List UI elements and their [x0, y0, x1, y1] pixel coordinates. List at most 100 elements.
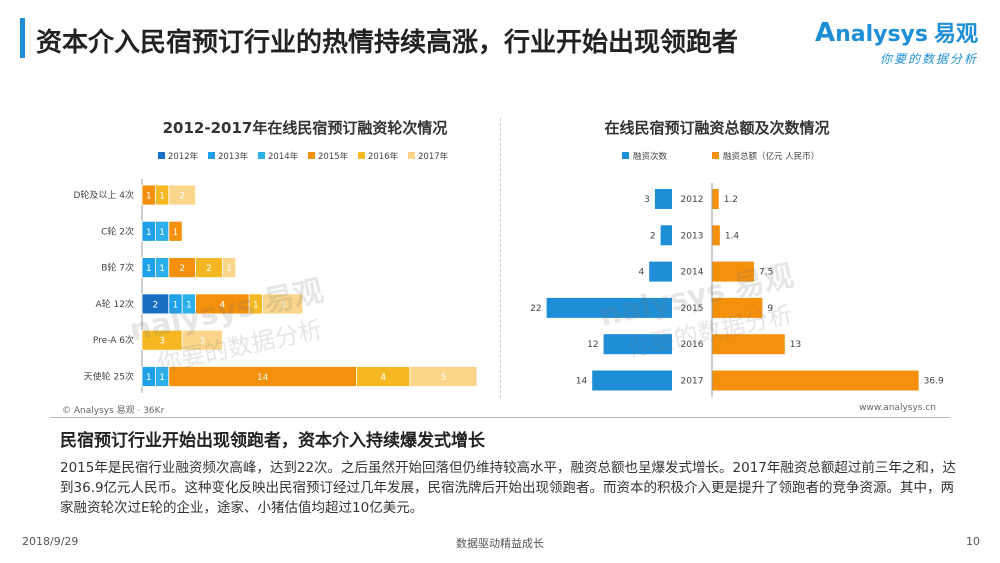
data-label: 3: [280, 300, 286, 310]
category-label: C轮 2次: [101, 225, 134, 237]
data-label: 3: [159, 337, 165, 347]
page-title: 资本介入民宿预订行业的热情持续高涨，行业开始出现领跑者: [36, 28, 739, 58]
data-label: 3: [199, 337, 205, 347]
bar-segment: [221, 257, 237, 279]
data-label: 1: [146, 264, 152, 274]
year-label: 2014: [681, 268, 704, 278]
amount-bar: [712, 370, 919, 391]
legend-label: 融资次数: [633, 151, 668, 162]
legend-swatch: [358, 152, 365, 159]
category-label: Pre-A 6次: [93, 334, 134, 346]
logo-text: nalysys: [835, 22, 928, 47]
count-label: 14: [576, 377, 588, 387]
legend-label: 2016年: [368, 151, 399, 162]
data-label: 1: [226, 264, 232, 274]
data-label: 1: [253, 300, 259, 310]
footer-date: 2018/9/29: [22, 535, 79, 548]
data-label: 2: [153, 300, 159, 310]
bar-segment: [168, 220, 183, 242]
data-label: 1: [186, 300, 192, 310]
footer-slogan: 数据驱动精益成长: [456, 537, 544, 550]
count-label: 3: [644, 195, 650, 205]
data-label: 1: [173, 300, 179, 310]
amount-label: 7.5: [759, 268, 773, 278]
legend-label: 2014年: [268, 151, 299, 162]
section-rule: [50, 417, 950, 418]
year-label: 2015: [681, 304, 704, 314]
analysys-logo: Analysys 易观 你要的数据分析: [815, 16, 978, 67]
year-label: 2013: [681, 231, 704, 241]
bar-segment: [262, 293, 304, 315]
legend-label: 2017年: [418, 151, 449, 162]
count-label: 12: [587, 340, 598, 350]
amount-bar: [712, 225, 720, 246]
amount-label: 1.2: [724, 195, 738, 205]
bar-segment: [168, 184, 197, 206]
data-label: 14: [257, 373, 269, 383]
count-label: 4: [638, 268, 644, 278]
legend-swatch: [408, 152, 415, 159]
page-number: 10: [966, 535, 980, 548]
chart-divider: [500, 118, 501, 398]
data-label: 2: [179, 192, 185, 202]
data-label: 1: [159, 228, 165, 238]
data-label: 2: [179, 264, 185, 274]
amount-label: 1.4: [725, 231, 740, 241]
amount-bar: [712, 334, 785, 355]
count-bar: [654, 189, 672, 209]
data-label: 1: [146, 373, 152, 383]
subheading: 民宿预订行业开始出现领跑者，资本介入持续爆发式增长: [60, 431, 485, 451]
title-accent-bar: [20, 18, 25, 58]
bar-segment: [409, 366, 478, 387]
legend-swatch: [622, 152, 629, 159]
amount-label: 13: [790, 340, 801, 350]
chart-title: 在线民宿预订融资总额及次数情况: [604, 119, 829, 137]
legend-swatch: [712, 152, 719, 159]
count-bar: [592, 370, 672, 391]
legend-swatch: [158, 152, 165, 159]
data-label: 1: [173, 228, 179, 238]
count-bar: [546, 297, 672, 318]
logo-tagline: 你要的数据分析: [879, 52, 978, 66]
category-label: B轮 7次: [101, 262, 134, 274]
body-paragraph: 2015年是民宿行业融资频次高峰，达到22次。之后虽然开始回落但仍维持较高水平，…: [60, 460, 956, 516]
source-note: © Analysys 易观 · 36Kr: [62, 406, 165, 416]
count-bar: [603, 334, 672, 355]
amount-label: 9: [767, 304, 773, 314]
legend-label: 2015年: [318, 151, 349, 162]
rounds-chart: 2012-2017年在线民宿预订融资轮次情况 2012年 2013年 2014年 201…: [73, 119, 478, 393]
count-label: 22: [530, 304, 541, 314]
chart-title: 2012-2017年在线民宿预订融资轮次情况: [163, 119, 448, 137]
amount-label: 36.9: [924, 377, 944, 387]
amount-bar: [712, 261, 754, 282]
site-note: www.analysys.cn: [859, 403, 936, 413]
legend-swatch: [258, 152, 265, 159]
category-label: A轮 12次: [96, 298, 134, 310]
legend-label: 2013年: [218, 151, 249, 162]
amount-bar: [712, 189, 719, 209]
amount-bar: [712, 297, 763, 318]
year-label: 2017: [681, 377, 704, 387]
data-label: 4: [220, 300, 226, 310]
data-label: 1: [146, 228, 152, 238]
logo-initial: A: [814, 18, 836, 48]
legend-label: 2012年: [168, 151, 199, 162]
legend-label: 融资总额（亿元 人民币）: [723, 151, 819, 162]
data-label: 2: [206, 264, 212, 274]
data-label: 1: [159, 373, 165, 383]
count-label: 2: [650, 231, 656, 241]
bar-segment: [181, 329, 223, 351]
count-bar: [649, 261, 672, 282]
category-label: 天使轮 25次: [84, 371, 134, 383]
count-bar: [660, 225, 672, 246]
legend-swatch: [308, 152, 315, 159]
data-label: 4: [380, 373, 386, 383]
data-label: 1: [159, 264, 165, 274]
data-label: 1: [146, 192, 152, 202]
logo-cn: 易观: [933, 22, 978, 47]
data-label: 5: [441, 373, 447, 383]
category-label: D轮及以上 4次: [73, 189, 134, 201]
legend-swatch: [208, 152, 215, 159]
